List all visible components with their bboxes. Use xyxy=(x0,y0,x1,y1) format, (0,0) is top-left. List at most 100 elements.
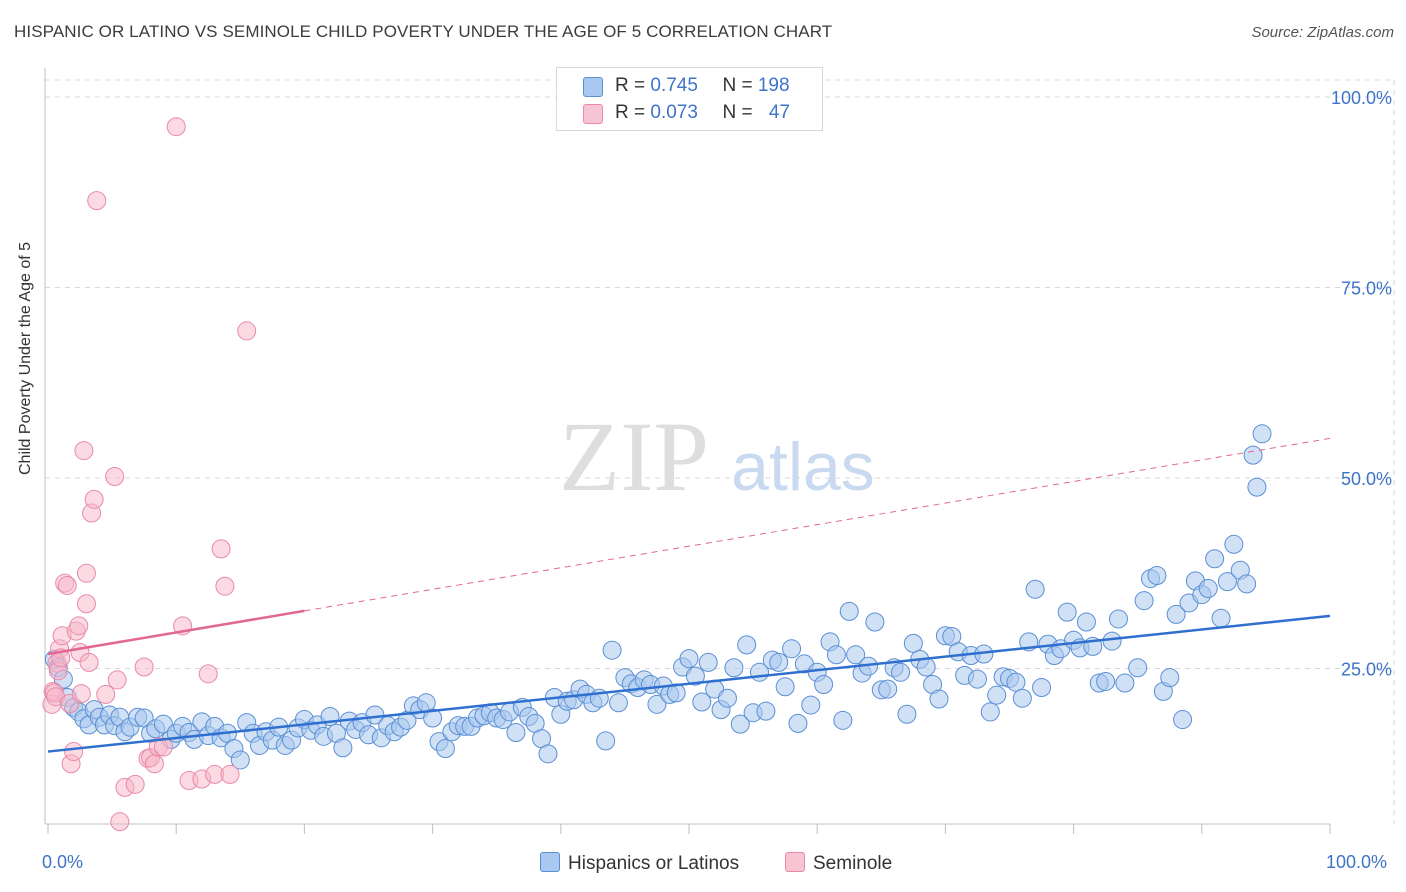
seminole-point xyxy=(79,652,99,672)
y-tick-label: 100.0% xyxy=(1331,88,1392,108)
seminole-point xyxy=(134,657,154,677)
legend-seminole-swatch xyxy=(785,852,805,872)
hispanic-point xyxy=(1237,574,1257,594)
n-value: 198 xyxy=(757,75,790,96)
seminole-point xyxy=(71,684,91,704)
hispanic-point xyxy=(1108,609,1128,629)
hispanic-point xyxy=(980,702,1000,722)
hispanic-point xyxy=(1012,688,1032,708)
watermark-atlas: atlas xyxy=(731,429,875,505)
hispanic-point xyxy=(801,695,821,715)
hispanic-point xyxy=(717,688,737,708)
hispanic-point xyxy=(929,689,949,709)
hispanic-point xyxy=(333,738,353,758)
seminole-point xyxy=(74,441,94,461)
hispanic-point xyxy=(737,635,757,655)
hispanic-point xyxy=(756,701,776,721)
n-label: N = xyxy=(722,75,758,96)
hispanic-point xyxy=(1115,673,1135,693)
hispanic-point xyxy=(1205,549,1225,569)
hispanic-trend-line xyxy=(47,614,1331,753)
hispanic-point xyxy=(1102,631,1122,651)
seminole-point xyxy=(215,576,235,596)
seminole-point xyxy=(125,774,145,794)
seminole-point xyxy=(76,594,96,614)
hispanic-point xyxy=(1128,658,1148,678)
hispanic-point xyxy=(839,601,859,621)
x-min-label: 0.0% xyxy=(42,852,84,872)
hispanic-point xyxy=(1166,604,1186,624)
hispanic-point xyxy=(814,675,834,695)
seminole-points xyxy=(42,117,257,832)
hispanic-swatch xyxy=(583,77,603,97)
seminole-point xyxy=(64,742,84,762)
seminole-point xyxy=(198,664,218,684)
hispanic-point xyxy=(679,649,699,669)
hispanic-point xyxy=(1057,602,1077,622)
trend-lines xyxy=(47,437,1331,753)
seminole-trend-line-solid xyxy=(47,609,305,656)
watermark-zip: ZIP xyxy=(559,401,709,512)
hispanic-point xyxy=(692,692,712,712)
r-value: 0.745 xyxy=(650,75,698,96)
hispanic-point xyxy=(833,710,853,730)
hispanic-point xyxy=(916,657,936,677)
hispanic-point xyxy=(1217,572,1237,592)
hispanic-point xyxy=(1247,477,1267,497)
hispanic-point xyxy=(1160,668,1180,688)
x-max-label: 100.0% xyxy=(1326,852,1388,872)
hispanic-point xyxy=(782,639,802,659)
hispanic-point xyxy=(903,633,923,653)
legend-seminole-label: Seminole xyxy=(813,853,893,874)
n-label: N = xyxy=(722,102,758,123)
hispanic-point xyxy=(775,677,795,697)
hispanic-point xyxy=(1198,578,1218,598)
hispanic-point xyxy=(846,645,866,665)
hispanic-point xyxy=(1147,566,1167,586)
r-label: R = xyxy=(615,102,651,123)
hispanic-point xyxy=(596,731,616,751)
hispanic-point xyxy=(788,713,808,733)
r-value: 0.073 xyxy=(650,102,698,123)
hispanic-point xyxy=(1032,678,1052,698)
hispanic-point xyxy=(423,708,443,728)
n-value: 47 xyxy=(768,102,790,123)
seminole-point xyxy=(220,764,240,784)
seminole-trend-line-dashed xyxy=(304,437,1331,612)
hispanic-point xyxy=(647,694,667,714)
legend-item-hispanic: Hispanics or Latinos xyxy=(540,852,739,875)
seminole-point xyxy=(69,616,89,636)
hispanic-point xyxy=(1224,534,1244,554)
seminole-point xyxy=(96,684,116,704)
hispanic-point xyxy=(685,666,705,686)
legend-item-seminole: Seminole xyxy=(785,852,892,875)
seminole-point xyxy=(105,466,125,486)
seminole-point xyxy=(166,117,186,137)
seminole-point xyxy=(110,812,130,832)
stats-legend: R = 0.745 N = 198 R = 0.073 N = 47 xyxy=(556,67,823,131)
hispanic-point xyxy=(1173,710,1193,730)
seminole-point xyxy=(144,754,164,774)
hispanic-point xyxy=(987,685,1007,705)
seminole-point xyxy=(84,489,104,509)
hispanic-point xyxy=(724,658,744,678)
hispanic-point xyxy=(891,662,911,682)
hispanic-point xyxy=(538,744,558,764)
seminole-point xyxy=(107,670,127,690)
legend-hispanic-swatch xyxy=(540,852,560,872)
hispanic-point xyxy=(826,645,846,665)
hispanic-point xyxy=(1252,424,1272,444)
legend-hispanic-label: Hispanics or Latinos xyxy=(568,853,740,874)
y-tick-label: 50.0% xyxy=(1341,469,1392,489)
hispanic-point xyxy=(1025,579,1045,599)
r-label: R = xyxy=(615,75,651,96)
hispanic-point xyxy=(1243,445,1263,465)
y-tick-label: 75.0% xyxy=(1341,279,1392,299)
hispanic-point xyxy=(967,669,987,689)
y-axis-label: Child Poverty Under the Age of 5 xyxy=(17,241,34,475)
hispanic-point xyxy=(878,679,898,699)
y-tick-label: 25.0% xyxy=(1341,660,1392,680)
seminole-point xyxy=(57,575,77,595)
seminole-swatch xyxy=(583,104,603,124)
hispanic-point xyxy=(1134,591,1154,611)
